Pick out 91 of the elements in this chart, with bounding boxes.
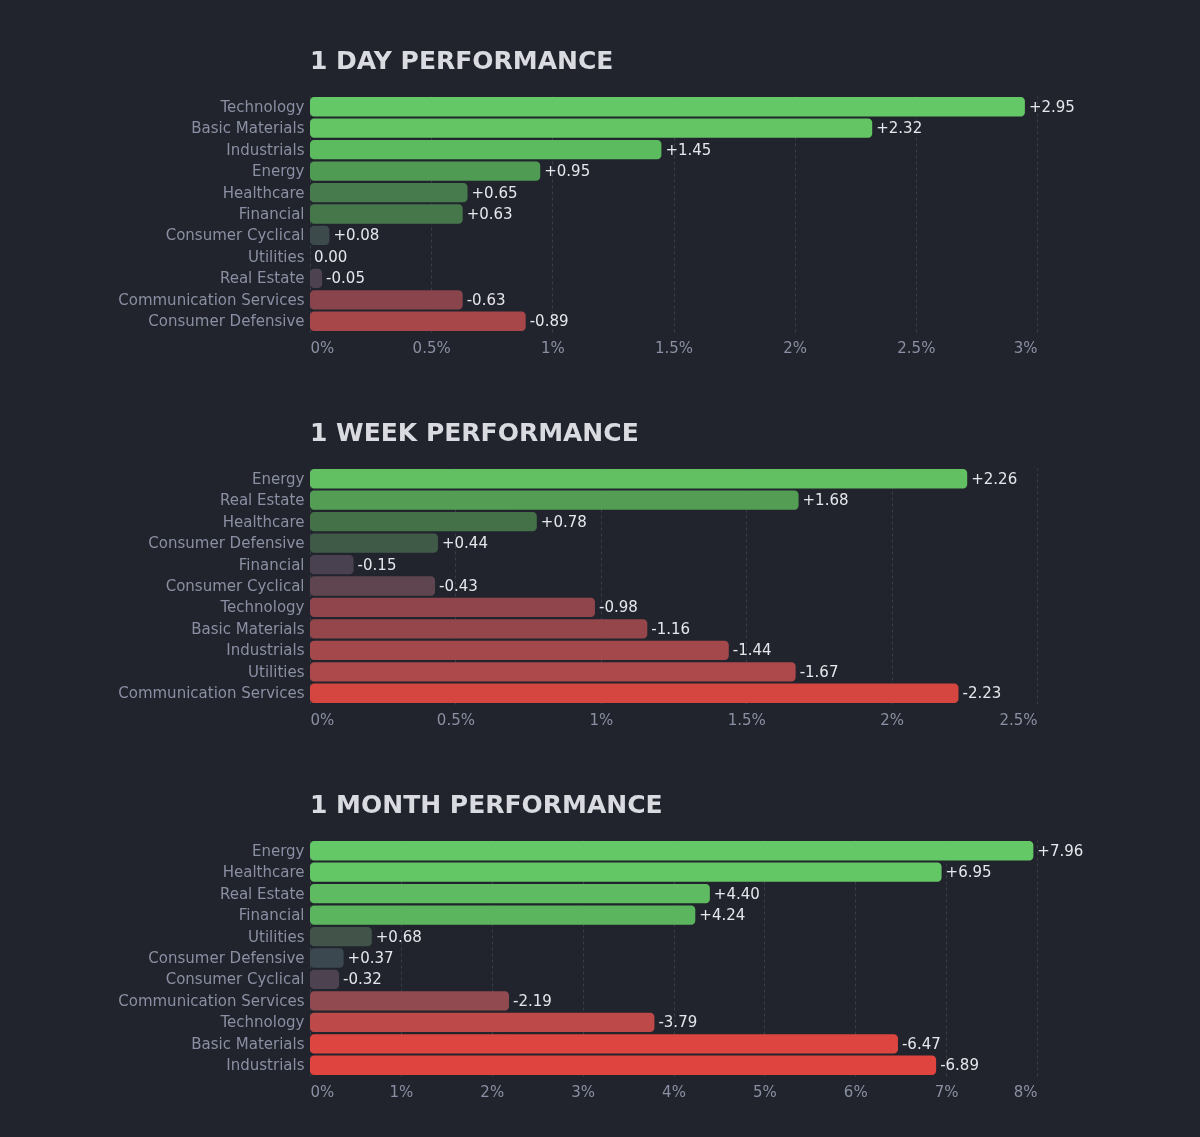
x-tick-label: 2% bbox=[480, 1082, 505, 1101]
data-label: 0.00 bbox=[314, 247, 348, 266]
data-label: +1.68 bbox=[802, 491, 849, 510]
data-label: -0.89 bbox=[529, 312, 569, 331]
y-tick-label: Energy bbox=[251, 469, 305, 488]
data-label: +2.95 bbox=[1028, 97, 1075, 116]
data-label: +2.26 bbox=[971, 469, 1018, 488]
x-tick-label: 2% bbox=[783, 338, 808, 357]
y-tick-label: Technology bbox=[219, 97, 305, 116]
y-tick-label: Utilities bbox=[248, 247, 305, 266]
y-tick-label: Financial bbox=[238, 906, 305, 925]
data-label: -0.43 bbox=[439, 577, 478, 595]
x-tick-label: 1.5% bbox=[727, 710, 766, 729]
y-tick-label: Basic Materials bbox=[191, 1034, 305, 1053]
x-tick-label: 0% bbox=[310, 338, 335, 357]
y-tick-label: Energy bbox=[251, 162, 305, 181]
y-tick-label: Financial bbox=[238, 555, 305, 574]
x-tick-label: 1% bbox=[589, 710, 614, 729]
y-tick-label: Basic Materials bbox=[191, 619, 305, 638]
data-label: +0.95 bbox=[544, 162, 591, 181]
y-tick-label: Consumer Defensive bbox=[148, 312, 305, 331]
x-tick-label: 4% bbox=[662, 1082, 686, 1101]
y-tick-label: Industrials bbox=[226, 641, 305, 660]
data-label: +7.96 bbox=[1037, 841, 1084, 860]
data-label: +0.63 bbox=[466, 205, 513, 223]
y-tick-label: Healthcare bbox=[222, 183, 305, 202]
x-tick-label: 0% bbox=[310, 710, 335, 729]
x-tick-label: 0% bbox=[310, 1082, 335, 1101]
x-tick-label: 2.5% bbox=[897, 338, 936, 357]
data-label: -0.32 bbox=[343, 970, 382, 989]
y-tick-label: Consumer Defensive bbox=[148, 534, 305, 553]
y-tick-label: Communication Services bbox=[118, 684, 305, 703]
y-tick-label: Communication Services bbox=[118, 991, 305, 1010]
y-tick-label: Healthcare bbox=[222, 863, 305, 882]
y-tick-label: Industrials bbox=[226, 1056, 305, 1075]
data-label: -1.67 bbox=[799, 662, 839, 681]
y-tick-label: Consumer Defensive bbox=[148, 949, 305, 967]
data-label: +6.95 bbox=[945, 863, 992, 882]
y-tick-label: Consumer Cyclical bbox=[165, 970, 305, 989]
y-tick-label: Real Estate bbox=[219, 884, 305, 903]
data-label: +2.32 bbox=[876, 119, 923, 138]
y-tick-label: Communication Services bbox=[118, 290, 305, 309]
y-tick-label: Real Estate bbox=[219, 491, 305, 510]
data-label: -6.89 bbox=[940, 1056, 979, 1075]
data-label: +0.08 bbox=[333, 226, 380, 245]
x-tick-label: 1% bbox=[389, 1082, 414, 1101]
y-tick-label: Consumer Cyclical bbox=[165, 226, 305, 245]
x-tick-label: 0.5% bbox=[412, 338, 451, 357]
data-label: -3.79 bbox=[658, 1013, 698, 1032]
data-label: +0.78 bbox=[540, 512, 587, 531]
y-tick-label: Utilities bbox=[248, 662, 305, 681]
data-label: +4.24 bbox=[699, 906, 746, 925]
chart-title: 1 WEEK PERFORMANCE bbox=[310, 418, 639, 447]
y-tick-label: Industrials bbox=[226, 140, 305, 159]
data-label: +0.65 bbox=[471, 183, 518, 202]
chart-title: 1 MONTH PERFORMANCE bbox=[310, 790, 663, 819]
y-tick-label: Real Estate bbox=[219, 269, 305, 288]
y-tick-label: Financial bbox=[238, 205, 305, 223]
data-label: +4.40 bbox=[713, 884, 760, 903]
y-tick-label: Healthcare bbox=[222, 512, 305, 531]
x-tick-label: 1.5% bbox=[654, 338, 694, 357]
x-tick-label: 0.5% bbox=[436, 710, 475, 729]
data-label: +0.68 bbox=[375, 927, 422, 946]
y-tick-label: Technology bbox=[219, 598, 305, 617]
data-label: -0.15 bbox=[357, 555, 397, 574]
x-tick-label: 7% bbox=[934, 1082, 959, 1101]
data-label: -1.44 bbox=[732, 641, 772, 660]
data-label: -6.47 bbox=[901, 1034, 941, 1053]
x-tick-label: 1% bbox=[540, 338, 565, 357]
y-tick-label: Basic Materials bbox=[191, 119, 305, 138]
y-tick-label: Technology bbox=[219, 1013, 305, 1032]
y-tick-label: Consumer Cyclical bbox=[165, 577, 305, 595]
x-tick-label: 6% bbox=[843, 1082, 868, 1101]
data-label: -0.05 bbox=[326, 269, 365, 288]
y-tick-label: Utilities bbox=[248, 927, 305, 946]
x-tick-label: 8% bbox=[1013, 1082, 1038, 1101]
x-tick-label: 2% bbox=[880, 710, 904, 729]
x-tick-label: 5% bbox=[752, 1082, 777, 1101]
data-label: -0.98 bbox=[598, 598, 638, 617]
data-label: +0.44 bbox=[441, 534, 488, 553]
data-label: -0.63 bbox=[466, 290, 506, 309]
data-label: +0.37 bbox=[347, 949, 394, 967]
data-label: -2.23 bbox=[962, 684, 1002, 703]
x-tick-label: 3% bbox=[1013, 338, 1038, 357]
chart-title: 1 DAY PERFORMANCE bbox=[310, 46, 614, 75]
data-label: -2.19 bbox=[513, 991, 552, 1010]
data-label: -1.16 bbox=[651, 619, 691, 638]
data-label: +1.45 bbox=[665, 140, 712, 159]
x-tick-label: 2.5% bbox=[999, 710, 1038, 729]
y-tick-label: Energy bbox=[251, 841, 305, 860]
x-tick-label: 3% bbox=[571, 1082, 596, 1101]
